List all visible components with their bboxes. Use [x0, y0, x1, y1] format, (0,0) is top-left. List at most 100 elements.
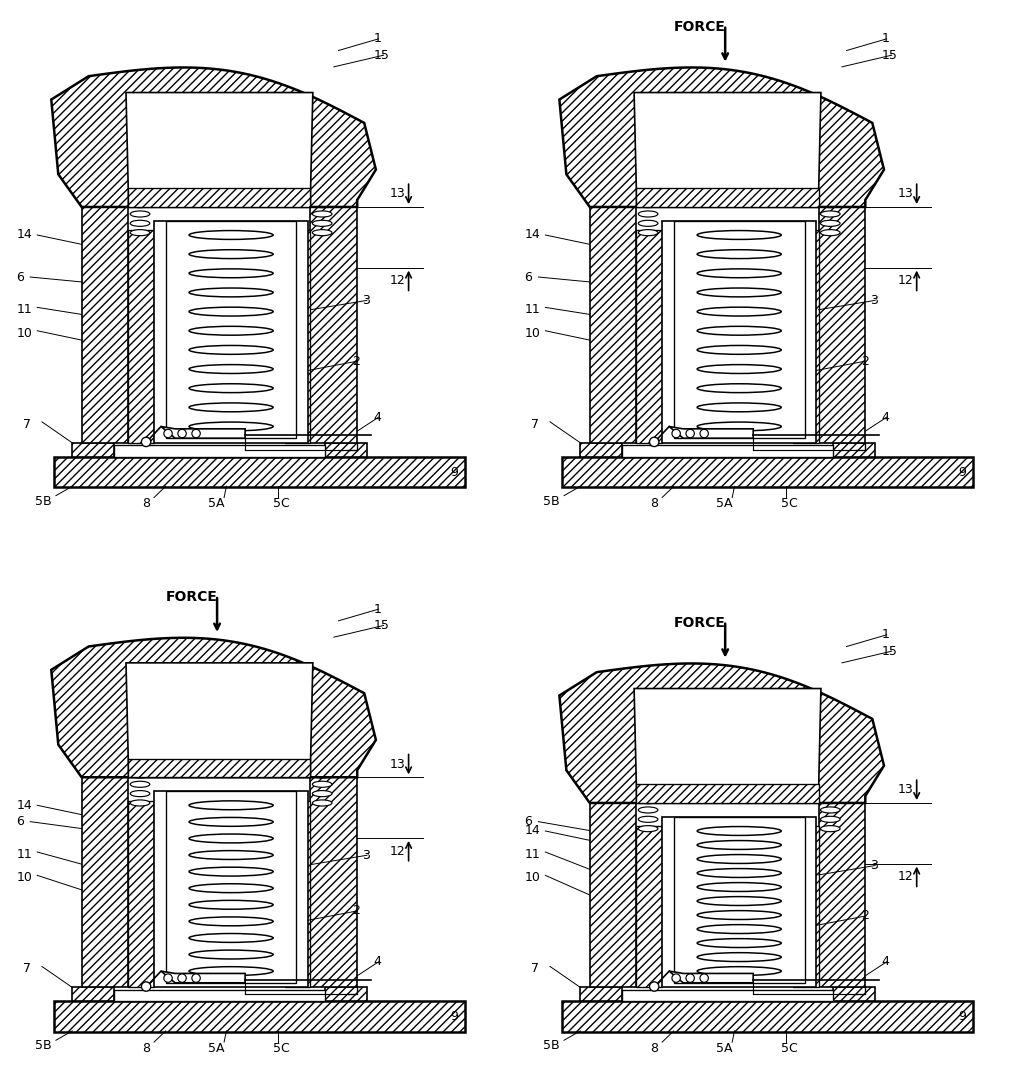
- Bar: [581, 987, 622, 1001]
- Text: 5C: 5C: [781, 497, 798, 510]
- Bar: [662, 816, 817, 987]
- Ellipse shape: [639, 825, 658, 832]
- Ellipse shape: [698, 365, 781, 374]
- Text: 1: 1: [882, 629, 890, 642]
- Bar: [793, 230, 819, 443]
- Ellipse shape: [189, 851, 274, 860]
- Ellipse shape: [698, 230, 781, 240]
- Text: 5A: 5A: [207, 1042, 224, 1055]
- Ellipse shape: [698, 939, 781, 947]
- Text: 12: 12: [390, 274, 406, 287]
- Ellipse shape: [130, 800, 149, 806]
- Text: 6: 6: [16, 815, 24, 828]
- Ellipse shape: [698, 288, 781, 297]
- Ellipse shape: [130, 220, 149, 227]
- Text: 1: 1: [373, 603, 381, 616]
- Bar: [662, 221, 817, 443]
- Ellipse shape: [189, 346, 274, 354]
- Bar: [793, 230, 819, 443]
- Text: 3: 3: [870, 859, 878, 872]
- Bar: [166, 792, 297, 983]
- Bar: [128, 188, 310, 207]
- Bar: [54, 1001, 465, 1031]
- Bar: [637, 784, 819, 802]
- Text: 8: 8: [142, 497, 151, 510]
- Text: 2: 2: [353, 354, 360, 367]
- Ellipse shape: [189, 365, 274, 374]
- Text: 15: 15: [373, 49, 390, 62]
- Text: 6: 6: [525, 815, 532, 828]
- Polygon shape: [635, 689, 821, 802]
- Bar: [128, 230, 154, 443]
- Ellipse shape: [130, 202, 149, 207]
- Bar: [114, 445, 324, 457]
- Text: 5A: 5A: [207, 497, 224, 510]
- Bar: [81, 207, 128, 443]
- Text: 3: 3: [870, 294, 878, 307]
- Ellipse shape: [698, 882, 781, 891]
- Bar: [154, 792, 308, 987]
- Bar: [637, 784, 819, 802]
- Bar: [674, 221, 804, 438]
- Bar: [561, 457, 972, 487]
- Text: 8: 8: [651, 497, 658, 510]
- Ellipse shape: [698, 346, 781, 354]
- Ellipse shape: [312, 800, 332, 806]
- Ellipse shape: [189, 403, 274, 411]
- Ellipse shape: [189, 867, 274, 876]
- Ellipse shape: [189, 917, 274, 926]
- Bar: [54, 457, 465, 487]
- Circle shape: [192, 430, 200, 437]
- Text: 3: 3: [362, 849, 370, 862]
- Circle shape: [650, 982, 659, 991]
- Text: 4: 4: [882, 956, 890, 969]
- Circle shape: [141, 982, 151, 991]
- Bar: [833, 443, 875, 457]
- Bar: [819, 207, 865, 443]
- Ellipse shape: [130, 781, 149, 787]
- Text: 7: 7: [531, 962, 539, 975]
- Bar: [581, 443, 622, 457]
- Ellipse shape: [821, 211, 840, 217]
- Bar: [590, 207, 637, 443]
- Bar: [154, 221, 308, 443]
- Bar: [128, 188, 310, 207]
- Bar: [581, 443, 622, 457]
- Bar: [561, 1001, 972, 1031]
- Bar: [674, 816, 804, 983]
- Bar: [72, 987, 114, 1001]
- Text: FORCE: FORCE: [166, 591, 218, 605]
- Ellipse shape: [639, 807, 658, 813]
- Ellipse shape: [639, 230, 658, 235]
- Polygon shape: [51, 67, 376, 207]
- Text: 5A: 5A: [716, 1042, 732, 1055]
- Bar: [561, 1001, 972, 1031]
- Text: 5A: 5A: [716, 497, 732, 510]
- Bar: [581, 987, 622, 1001]
- Text: 4: 4: [882, 410, 890, 423]
- Ellipse shape: [821, 798, 840, 804]
- Bar: [590, 207, 637, 443]
- Ellipse shape: [130, 791, 149, 797]
- Ellipse shape: [639, 220, 658, 227]
- Ellipse shape: [312, 211, 332, 217]
- Ellipse shape: [698, 249, 781, 258]
- Ellipse shape: [639, 211, 658, 217]
- Bar: [128, 758, 310, 778]
- Polygon shape: [51, 638, 376, 778]
- Ellipse shape: [698, 269, 781, 278]
- Bar: [310, 207, 357, 443]
- Text: 5B: 5B: [543, 495, 559, 508]
- Circle shape: [700, 974, 709, 983]
- Text: 6: 6: [525, 270, 532, 284]
- Bar: [128, 758, 310, 778]
- Circle shape: [672, 430, 680, 437]
- Bar: [72, 987, 114, 1001]
- Text: 9: 9: [451, 465, 459, 478]
- Text: 2: 2: [860, 909, 869, 922]
- Text: 5C: 5C: [781, 1042, 798, 1055]
- Circle shape: [685, 974, 695, 983]
- Bar: [114, 989, 324, 1001]
- Bar: [833, 987, 875, 1001]
- Ellipse shape: [698, 953, 781, 961]
